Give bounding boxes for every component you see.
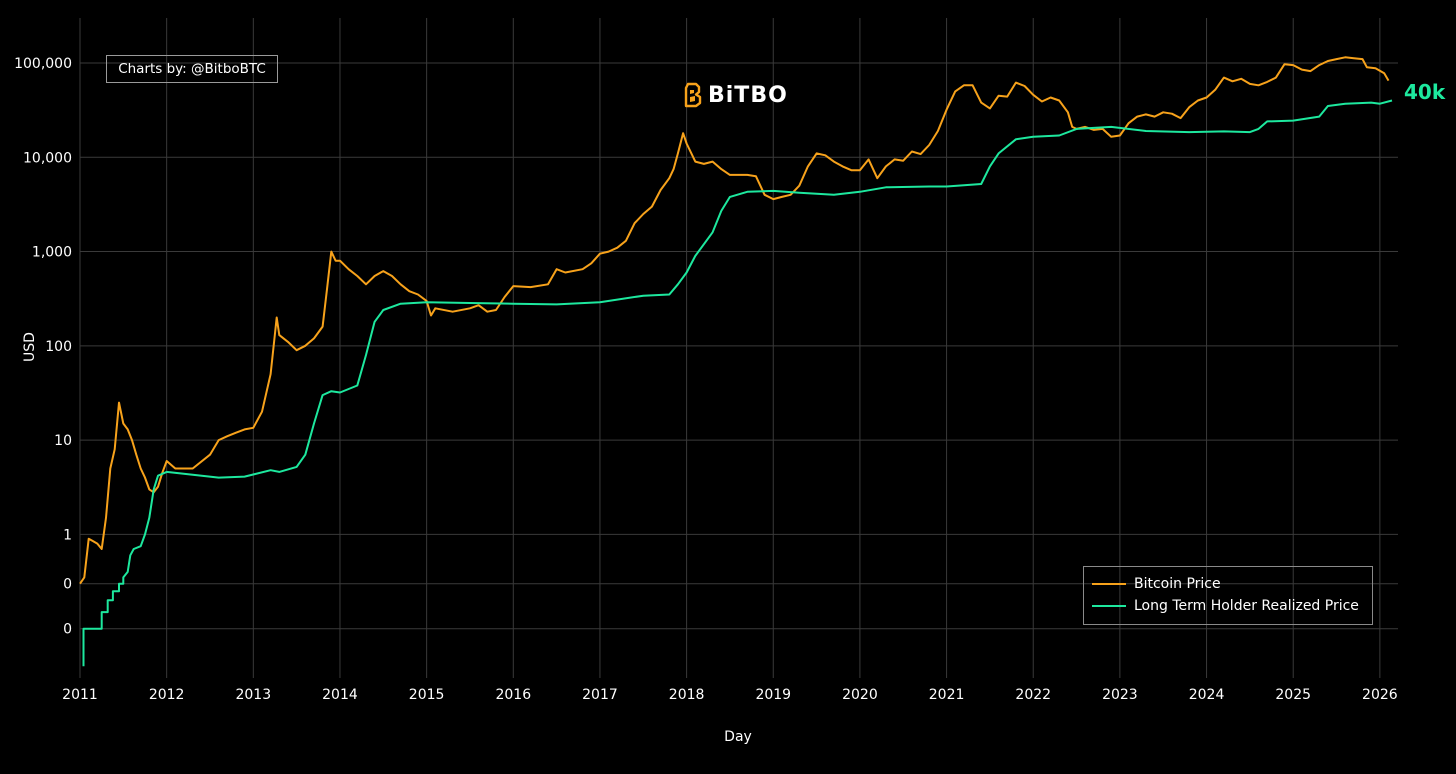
y-tick-label: 1,000 bbox=[32, 245, 72, 261]
x-tick-label: 2026 bbox=[1362, 687, 1398, 703]
series-line-bitcoin-price bbox=[79, 56, 1390, 585]
legend-label: Bitcoin Price bbox=[1134, 576, 1221, 592]
series-line-lth-realized-price bbox=[82, 99, 1393, 667]
bitbo-logo: BiTBO bbox=[684, 82, 788, 108]
bitbo-b-icon bbox=[684, 82, 702, 108]
x-tick-label: 2020 bbox=[842, 687, 878, 703]
credit-text: Charts by: @BitboBTC bbox=[118, 61, 266, 77]
grid-lines bbox=[79, 18, 1398, 678]
y-axis-title: USD bbox=[22, 332, 38, 362]
x-tick-label: 2015 bbox=[409, 687, 445, 703]
x-tick-label: 2018 bbox=[669, 687, 705, 703]
legend-swatch bbox=[1092, 583, 1126, 585]
legend-item-lth-realized-price: Long Term Holder Realized Price bbox=[1092, 595, 1372, 617]
y-tick-label: 1 bbox=[63, 527, 72, 543]
y-tick-label: 0 bbox=[63, 622, 72, 638]
x-tick-label: 2014 bbox=[322, 687, 358, 703]
chart-legend: Bitcoin Price Long Term Holder Realized … bbox=[1083, 566, 1373, 625]
x-tick-label: 2017 bbox=[582, 687, 618, 703]
x-tick-label: 2021 bbox=[929, 687, 965, 703]
end-value-text: 40k bbox=[1404, 80, 1446, 104]
legend-swatch bbox=[1092, 605, 1126, 607]
x-tick-label: 2012 bbox=[149, 687, 185, 703]
x-tick-label: 2019 bbox=[755, 687, 791, 703]
bitbo-logo-text: BiTBO bbox=[708, 82, 788, 108]
x-tick-label: 2023 bbox=[1102, 687, 1138, 703]
x-tick-label: 2024 bbox=[1189, 687, 1225, 703]
end-value-label: 40k bbox=[1404, 80, 1445, 104]
x-axis-title: Day bbox=[724, 729, 752, 745]
x-tick-label: 2025 bbox=[1275, 687, 1311, 703]
x-tick-label: 2022 bbox=[1015, 687, 1051, 703]
x-tick-label: 2016 bbox=[495, 687, 531, 703]
y-tick-label: 100 bbox=[45, 339, 72, 355]
y-tick-label: 10,000 bbox=[23, 150, 72, 166]
y-tick-label: 10 bbox=[54, 433, 72, 449]
tick-labels: 0 0 1 10 100 1,000 10,000 100,000 2011 2012 2013 20… bbox=[14, 56, 1398, 703]
y-tick-label: 100,000 bbox=[14, 56, 72, 72]
legend-label: Long Term Holder Realized Price bbox=[1134, 598, 1359, 614]
series-lines bbox=[79, 56, 1393, 667]
chart-credit: Charts by: @BitboBTC bbox=[106, 55, 278, 83]
legend-item-bitcoin-price: Bitcoin Price bbox=[1092, 573, 1372, 595]
x-tick-label: 2013 bbox=[235, 687, 271, 703]
y-tick-label: 0 bbox=[63, 577, 72, 593]
x-tick-label: 2011 bbox=[62, 687, 98, 703]
